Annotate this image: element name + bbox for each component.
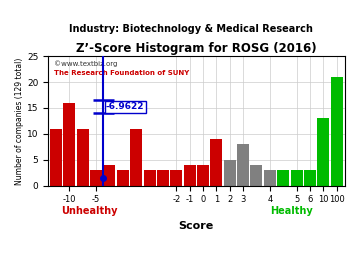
Bar xyxy=(184,165,196,186)
Bar xyxy=(77,129,89,186)
Bar xyxy=(130,129,142,186)
Text: ©www.textbiz.org: ©www.textbiz.org xyxy=(54,60,117,67)
Bar xyxy=(251,165,262,186)
Title: Z’-Score Histogram for ROSG (2016): Z’-Score Histogram for ROSG (2016) xyxy=(76,42,317,55)
Bar xyxy=(264,170,276,186)
Bar xyxy=(317,118,329,186)
Text: Unhealthy: Unhealthy xyxy=(61,206,118,216)
Bar xyxy=(170,170,182,186)
Bar xyxy=(157,170,169,186)
Text: Healthy: Healthy xyxy=(270,206,312,216)
Bar xyxy=(224,160,236,186)
Bar xyxy=(210,139,222,186)
Text: The Research Foundation of SUNY: The Research Foundation of SUNY xyxy=(54,70,189,76)
Bar xyxy=(330,77,343,186)
Bar xyxy=(291,170,302,186)
Bar xyxy=(103,165,116,186)
Bar xyxy=(90,170,102,186)
Bar xyxy=(237,144,249,186)
Bar xyxy=(117,170,129,186)
Y-axis label: Number of companies (129 total): Number of companies (129 total) xyxy=(15,57,24,185)
Bar xyxy=(277,170,289,186)
Bar xyxy=(50,129,62,186)
Text: Industry: Biotechnology & Medical Research: Industry: Biotechnology & Medical Resear… xyxy=(69,24,313,34)
Bar xyxy=(304,170,316,186)
X-axis label: Score: Score xyxy=(179,221,214,231)
Bar xyxy=(197,165,209,186)
Bar xyxy=(144,170,156,186)
Bar xyxy=(63,103,75,186)
Text: -6.9622: -6.9622 xyxy=(106,102,144,112)
